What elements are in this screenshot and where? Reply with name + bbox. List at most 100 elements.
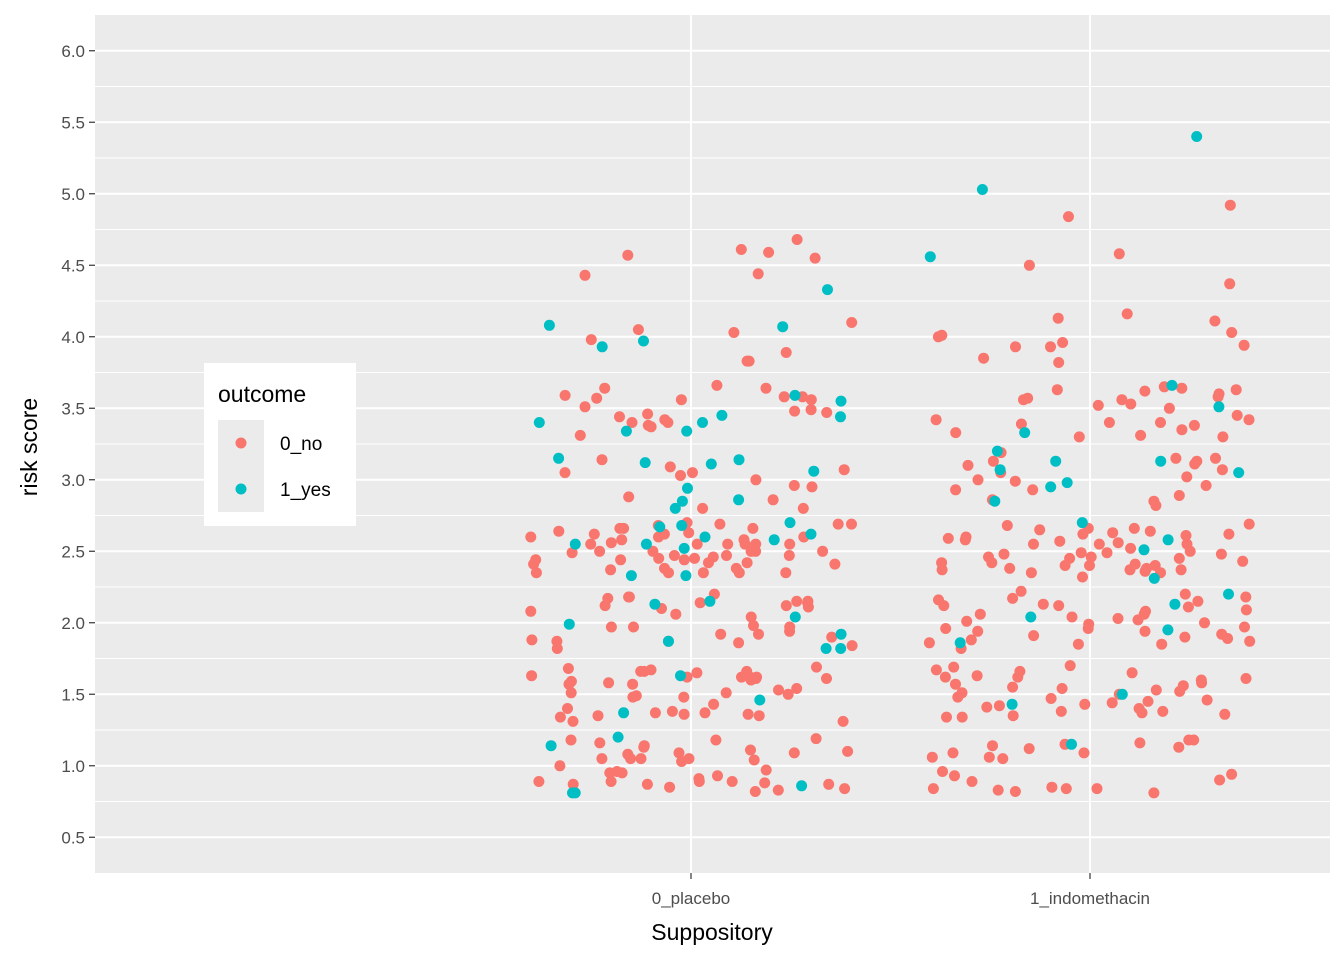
point-1_yes: [789, 611, 801, 623]
point-0_no: [635, 665, 647, 677]
y-tick-label: 1.0: [61, 757, 85, 776]
point-0_no: [1141, 562, 1152, 574]
point-1_yes: [669, 502, 681, 514]
point-1_yes: [1148, 572, 1160, 584]
y-tick-label: 3.0: [61, 471, 85, 490]
point-0_no: [1092, 399, 1104, 411]
point-0_no: [838, 464, 850, 476]
point-0_no: [559, 389, 571, 401]
point-0_no: [1060, 783, 1072, 795]
point-0_no: [726, 776, 738, 787]
point-0_no: [1226, 327, 1238, 338]
point-0_no: [821, 407, 833, 418]
point-0_no: [525, 531, 537, 543]
point-0_no: [714, 518, 726, 530]
point-0_no: [668, 550, 680, 561]
minor-gridlines: [95, 86, 1330, 802]
point-0_no: [728, 327, 740, 338]
point-0_no: [745, 744, 756, 756]
point-0_no: [721, 550, 732, 561]
x-tick-label: 0_placebo: [652, 889, 730, 908]
point-0_no: [562, 703, 573, 714]
point-0_no: [635, 753, 647, 765]
point-0_no: [1106, 697, 1118, 709]
point-0_no: [1176, 424, 1188, 436]
point-1_yes: [1076, 517, 1088, 529]
point-0_no: [622, 249, 634, 261]
point-1_yes: [649, 598, 661, 610]
point-1_yes: [1138, 544, 1150, 556]
point-1_yes: [705, 458, 717, 470]
legend: outcome 0_no 1_yes: [204, 363, 356, 526]
point-1_yes: [796, 780, 808, 792]
point-0_no: [579, 269, 591, 281]
point-1_yes: [1116, 688, 1128, 700]
point-0_no: [1155, 417, 1166, 428]
point-1_yes: [924, 251, 936, 263]
point-0_no: [623, 591, 635, 603]
point-1_yes: [1162, 624, 1174, 636]
point-0_no: [809, 252, 821, 264]
point-0_no: [678, 554, 690, 566]
y-axis-title: risk score: [16, 398, 42, 496]
point-1_yes: [1191, 131, 1203, 142]
point-0_no: [588, 528, 600, 540]
point-0_no: [1009, 475, 1021, 487]
point-1_yes: [545, 740, 557, 752]
point-0_no: [1009, 786, 1021, 797]
point-0_no: [1015, 418, 1027, 430]
point-1_yes: [835, 395, 847, 407]
point-0_no: [846, 317, 858, 328]
point-0_no: [649, 707, 661, 719]
point-0_no: [1112, 537, 1124, 549]
point-1_yes: [640, 538, 652, 550]
point-0_no: [526, 634, 538, 646]
point-0_no: [930, 414, 942, 426]
point-0_no: [611, 766, 623, 777]
point-0_no: [997, 753, 1009, 765]
point-0_no: [763, 246, 775, 258]
point-0_no: [817, 545, 829, 557]
point-0_no: [645, 421, 657, 433]
point-0_no: [1007, 710, 1019, 722]
point-0_no: [664, 781, 676, 793]
point-0_no: [614, 411, 625, 423]
point-0_no: [1139, 385, 1151, 397]
point-0_no: [1085, 551, 1097, 563]
point-0_no: [605, 537, 617, 549]
point-0_no: [1023, 259, 1035, 271]
point-0_no: [630, 690, 642, 702]
point-0_no: [949, 770, 960, 782]
point-0_no: [623, 491, 635, 503]
point-1_yes: [820, 643, 832, 654]
point-0_no: [1136, 707, 1148, 719]
point-1_yes: [596, 341, 608, 353]
point-0_no: [950, 427, 962, 439]
point-0_no: [782, 688, 794, 700]
point-0_no: [810, 733, 822, 745]
point-0_no: [599, 600, 611, 612]
point-1_yes: [682, 482, 693, 494]
point-0_no: [1079, 698, 1091, 710]
point-1_yes: [676, 495, 688, 507]
point-0_no: [691, 667, 703, 679]
point-0_no: [697, 502, 709, 514]
y-tick-label: 1.5: [61, 685, 85, 704]
point-0_no: [778, 391, 790, 403]
point-0_no: [628, 621, 639, 633]
point-1_yes: [618, 707, 630, 719]
point-1_yes: [1155, 455, 1167, 467]
point-0_no: [1078, 747, 1090, 759]
point-0_no: [745, 611, 757, 623]
point-0_no: [720, 687, 732, 699]
point-0_no: [1219, 708, 1231, 720]
point-0_no: [1128, 522, 1140, 534]
point-0_no: [1192, 595, 1204, 607]
point-0_no: [753, 628, 764, 640]
point-0_no: [1238, 339, 1250, 351]
point-1_yes: [768, 534, 780, 546]
point-0_no: [1055, 705, 1067, 717]
point-0_no: [1156, 638, 1168, 650]
point-0_no: [1124, 564, 1136, 576]
point-0_no: [993, 700, 1005, 712]
